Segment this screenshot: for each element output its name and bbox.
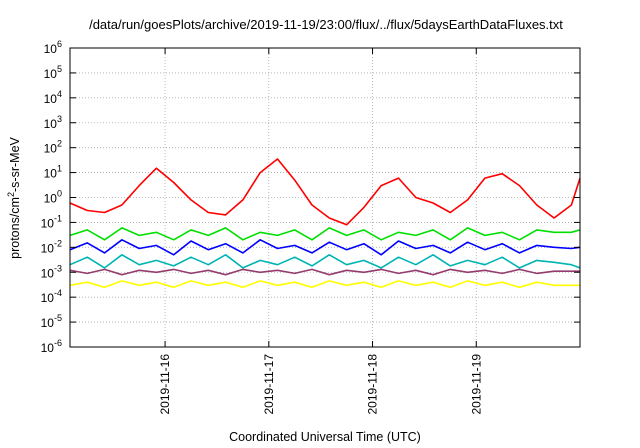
y-tick-label: 101 [44, 164, 62, 181]
y-axis-label-rest: -s-sr-MeV [8, 136, 22, 192]
x-tick-label: 2019-11-17 [262, 354, 276, 415]
y-tick-label: 10-4 [41, 288, 62, 305]
series-line-3 [69, 239, 581, 256]
y-tick-label: 102 [44, 139, 62, 156]
series-line-5 [69, 268, 580, 276]
y-tick-label: 10-2 [41, 238, 62, 255]
y-tick-label: 106 [44, 39, 62, 56]
series-line-6 [69, 280, 580, 289]
axis-ticks: 10-6 10-5 10-4 10-3 10-2 10-1 100 101 102 103 104 1… [41, 39, 580, 415]
y-axis-label-base: protons/cm [8, 197, 22, 259]
x-tick-label: 2019-11-19 [469, 354, 483, 415]
series-line-2 [69, 227, 581, 241]
y-tick-label: 103 [44, 114, 62, 131]
y-tick-label: 10-6 [41, 338, 62, 355]
chart-title: /data/run/goesPlots/archive/2019-11-19/2… [89, 17, 563, 32]
y-axis-label-sup: 2 [6, 192, 16, 197]
x-tick-label: 2019-11-18 [366, 354, 380, 415]
x-axis-label: Coordinated Universal Time (UTC) [229, 430, 421, 444]
y-tick-label: 10-3 [41, 263, 62, 280]
series-line-1 [69, 158, 581, 226]
y-tick-label: 10-5 [41, 313, 62, 330]
y-axis-label: protons/cm2-s-sr-MeV [6, 136, 22, 258]
grid-lines [70, 48, 580, 347]
series-line-4 [69, 254, 581, 269]
y-tick-label: 100 [44, 189, 62, 206]
y-tick-label: 10-1 [41, 213, 62, 230]
series-group [69, 158, 581, 289]
x-tick-label: 2019-11-16 [158, 354, 172, 415]
y-tick-label: 105 [44, 64, 62, 81]
y-tick-label: 104 [44, 89, 62, 106]
